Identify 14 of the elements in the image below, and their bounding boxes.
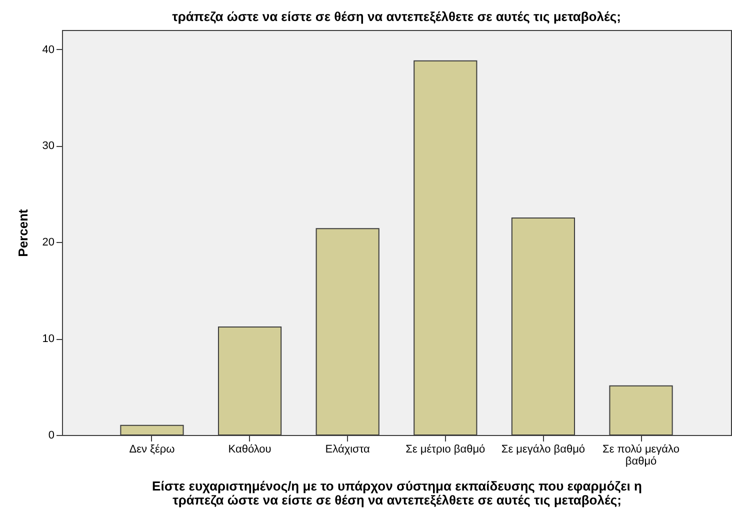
y-tick-label: 10 — [42, 333, 54, 346]
y-tick-label: 40 — [42, 44, 54, 56]
y-tick-label: 30 — [42, 140, 54, 152]
x-tick-label: Σε πολύ μεγάλο βαθμό — [602, 444, 680, 468]
y-tick-label: 0 — [48, 430, 54, 442]
y-tick-label: 20 — [42, 236, 54, 249]
x-tick-label: Καθόλου — [228, 444, 272, 456]
y-axis-title: Percent — [15, 208, 30, 257]
x-tick-label: Δεν ξέρω — [129, 444, 176, 456]
chart-title: τράπεζα ώστε να είστε σε θέση να αντεπεξέλθετε σε αυτές τις μεταβολές; — [172, 9, 621, 24]
x-axis-title: Είστε ευχαριστημένος/η με το υπάρχον σύστημα εκπαίδευσης που εφαρμόζει η τράπεζα ώστε να είστε σε θέση να αντεπεξέλθετε σε αυτές τις μεταβολές; — [152, 478, 642, 508]
x-tick-label: Ελάχιστα — [325, 444, 371, 456]
x-tick-label: Σε μεγάλο βαθμό — [501, 444, 586, 456]
x-tick-label: Σε μέτριο βαθμό — [406, 444, 486, 456]
